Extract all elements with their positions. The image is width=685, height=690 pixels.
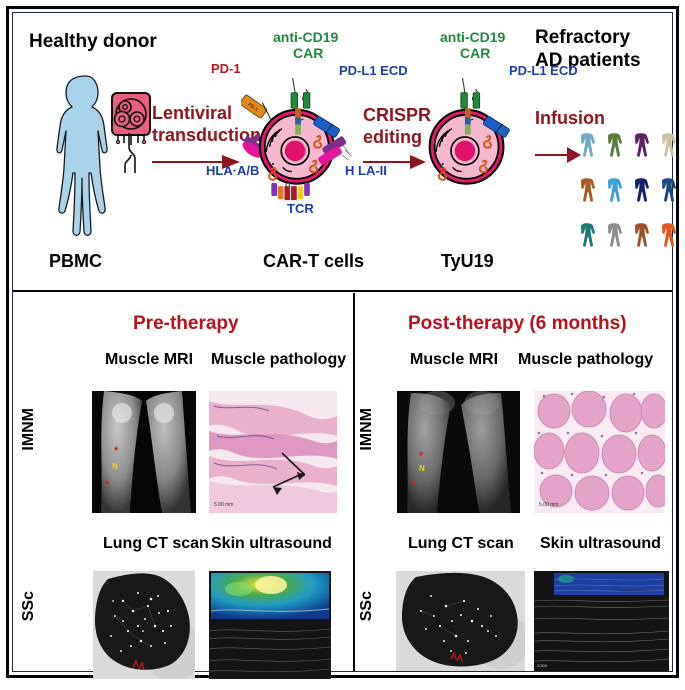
svg-text:*: * (105, 479, 110, 491)
svg-text:*: * (411, 479, 416, 491)
svg-text:N: N (419, 464, 425, 473)
svg-text:5.00 mm: 5.00 mm (214, 502, 233, 508)
svg-text:N: N (112, 462, 118, 471)
svg-text:2/300: 2/300 (537, 663, 548, 668)
svg-text:5.00 mm: 5.00 mm (539, 502, 558, 508)
svg-text:*: * (114, 445, 119, 457)
svg-text:*: * (419, 450, 424, 462)
